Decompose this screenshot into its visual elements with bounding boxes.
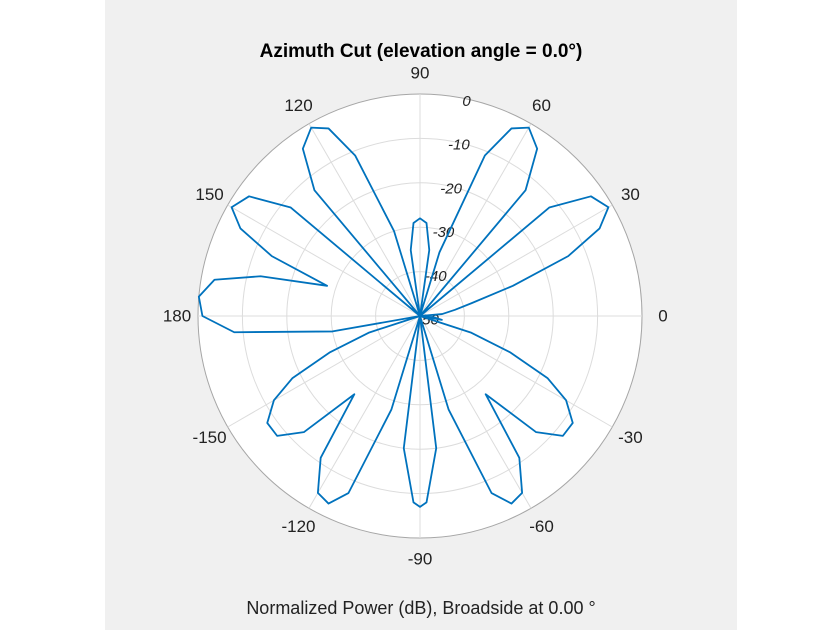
grid-spoke xyxy=(419,315,532,509)
radial-tick-label: -40 xyxy=(425,268,447,285)
angle-tick-label: 0 xyxy=(658,307,667,326)
angle-tick-label: 150 xyxy=(195,185,223,204)
grid-spoke xyxy=(419,123,532,317)
angle-tick-label: 90 xyxy=(411,64,430,83)
grid-spoke xyxy=(308,315,421,509)
angle-tick-labels: 0 30 60 90 120 150 180 -150 -120 -90 -60 -30 xyxy=(163,64,668,569)
angle-tick-label: -150 xyxy=(193,428,227,447)
angle-tick-label: -120 xyxy=(281,517,315,536)
grid-spoke xyxy=(227,315,421,428)
angle-tick-label: -60 xyxy=(529,517,554,536)
angle-tick-label: 60 xyxy=(532,96,551,115)
footer-label: Normalized Power (dB), Broadside at 0.00… xyxy=(246,598,595,618)
angle-tick-label: -30 xyxy=(618,428,643,447)
angle-tick-label: 180 xyxy=(163,307,191,326)
chart-title: Azimuth Cut (elevation angle = 0.0°) xyxy=(260,41,583,62)
grid-spoke xyxy=(419,204,613,317)
polar-grid xyxy=(197,93,643,539)
radial-tick-label: -20 xyxy=(440,180,462,197)
grid-spoke xyxy=(308,123,421,317)
radiation-pattern-line xyxy=(197,126,610,508)
angle-tick-label: 30 xyxy=(621,185,640,204)
angle-tick-label: 120 xyxy=(284,96,312,115)
figure-panel: Azimuth Cut (elevation angle = 0.0°) 0 -1… xyxy=(105,0,737,630)
radial-tick-label: -30 xyxy=(433,224,455,241)
radial-tick-label: 0 xyxy=(462,93,471,110)
radial-tick-labels: 0-10-20-30-40-50 xyxy=(417,93,471,329)
polar-plot: Azimuth Cut (elevation angle = 0.0°) 0 -1… xyxy=(163,41,668,618)
grid-spoke xyxy=(419,315,613,428)
radial-tick-label: -10 xyxy=(448,137,470,154)
angle-tick-label: -90 xyxy=(408,550,433,569)
grid-spoke xyxy=(227,204,421,317)
